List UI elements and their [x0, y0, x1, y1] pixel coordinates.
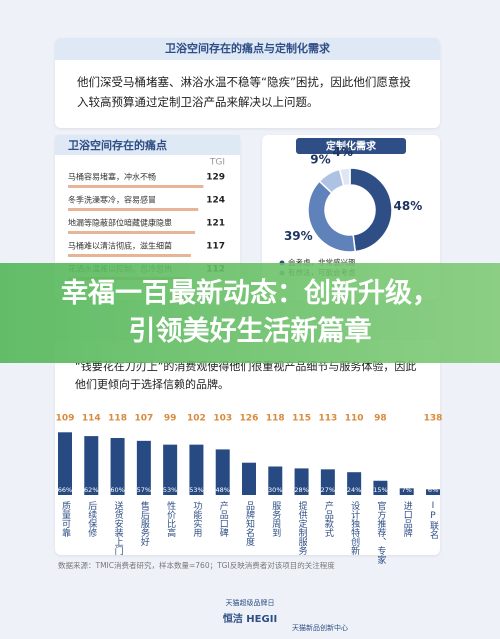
bar-label: 60% — [110, 486, 124, 494]
x-tick-label: 产品口碑 — [218, 500, 229, 538]
logo-1: 天猫超级品牌日 — [225, 599, 275, 607]
bar-label: 57% — [137, 486, 151, 494]
tgi-label: 114 — [82, 414, 101, 424]
logo-2: 恒洁 HEGII — [222, 614, 278, 625]
slice-label: 48% — [394, 199, 423, 213]
panel-title: 定制化需求 — [326, 140, 377, 153]
slice-label: 9% — [310, 153, 330, 167]
bar — [215, 449, 230, 495]
logo-3: 天猫新品创新中心 — [292, 624, 348, 632]
header-title: 卫浴空间存在的痛点与定制化需求 — [55, 38, 440, 60]
row-label: 马桶难以清洁彻底，滋生细菌 — [68, 241, 172, 251]
bar — [110, 438, 125, 495]
banner: 幸福一百最新动态：创新升级，引领美好生活新篇章 — [0, 263, 500, 363]
x-tick-label: 质量可靠 — [60, 500, 71, 538]
bar-label: 28% — [294, 486, 308, 494]
bar-label: 15% — [373, 486, 387, 494]
value-header: TGI — [209, 158, 225, 168]
bar-label: 24% — [347, 486, 361, 494]
slice-label: 39% — [284, 229, 313, 243]
tgi-label: 98 — [374, 414, 387, 424]
bar — [68, 185, 204, 188]
tgi-label: 99 — [164, 414, 177, 424]
bar-label: 30% — [268, 486, 282, 494]
tgi-label: 103 — [213, 414, 232, 424]
bar-label: 6% — [428, 486, 438, 494]
bar — [399, 488, 414, 495]
bar — [268, 466, 283, 495]
bar — [68, 231, 196, 234]
donut-slice — [349, 167, 393, 253]
row-value: 121 — [206, 219, 225, 229]
x-tick-label: 提供定制服务 — [297, 501, 308, 556]
row-value: 124 — [206, 196, 225, 206]
banner-text: 幸福一百最新动态：创新升级，引领美好生活新篇章 — [61, 278, 439, 347]
bar-label: 48% — [215, 486, 229, 494]
x-tick-label: 售后服务好 — [139, 500, 150, 547]
header-card: 卫浴空间存在的痛点与定制化需求 他们深受马桶堵塞、淋浴水温不稳等“隐疾”困扰，因… — [55, 38, 440, 128]
bar — [68, 208, 199, 211]
row-label: 马桶容易堵塞，冲水不畅 — [68, 172, 156, 182]
tgi-label: 138 — [424, 414, 443, 424]
tgi-label: 107 — [134, 414, 153, 424]
x-tick-label: 设计独特创新 — [349, 501, 360, 556]
x-tick-label: 送货安装上门 — [113, 500, 124, 556]
bar — [84, 436, 99, 495]
bar-label: 53% — [163, 486, 177, 494]
bar — [242, 462, 256, 495]
x-tick-label: 品牌知名度 — [244, 501, 255, 547]
x-tick-label: 性价比高 — [165, 500, 176, 538]
panel-title-band — [55, 135, 240, 155]
x-tick-label: 后续保修 — [86, 501, 97, 538]
tgi-label: 110 — [345, 414, 364, 424]
note-text: “钱要花在刀刃上”的消费观使得他们很重视产品细节与服务体验，因此他们更倾向于选择… — [75, 360, 417, 391]
bar — [136, 440, 151, 495]
bar — [347, 472, 362, 495]
row-value: 117 — [206, 242, 225, 252]
bar-label: 53% — [189, 486, 203, 494]
bar-label: 7% — [402, 486, 412, 494]
bar — [58, 432, 72, 495]
tgi-label: 118 — [266, 414, 285, 424]
donut-slice — [338, 167, 351, 187]
bar — [426, 489, 440, 495]
panel-title-pill — [296, 138, 406, 154]
tgi-label: 126 — [240, 414, 259, 424]
row-value: 129 — [206, 173, 225, 183]
tgi-label: 115 — [292, 414, 311, 424]
x-tick-label: 服务周到 — [270, 501, 281, 537]
header-text: 他们深受马桶堵塞、淋浴水温不稳等“隐疾”困扰，因此他们愿意投入较高预算通过定制卫… — [77, 75, 411, 109]
x-tick-label: 产品款式 — [323, 500, 334, 537]
tgi-label: 113 — [318, 414, 337, 424]
bar-label: 62% — [84, 486, 98, 494]
x-tick-label: 进口品牌 — [402, 501, 413, 538]
row-label: 地漏等隐蔽部位暗藏健康隐患 — [68, 218, 172, 228]
legend-label: 会考虑，非常感兴趣 — [288, 257, 356, 267]
donut-slice — [307, 180, 357, 253]
row-label: 冬季洗澡寒冷，容易感冒 — [68, 195, 156, 205]
slice-label: 4% — [333, 145, 353, 159]
bar — [189, 444, 204, 495]
bar — [163, 444, 178, 495]
bar — [68, 254, 191, 257]
bar — [320, 469, 335, 495]
x-tick-label: 功能实用 — [191, 501, 202, 538]
bar-label: 27% — [321, 486, 335, 494]
bar — [294, 468, 309, 495]
source: 数据来源：TMIC消费者研究，样本数量=760；TGI反映消费者对该项目的关注程… — [58, 561, 335, 570]
tgi-label: 102 — [187, 414, 206, 424]
tgi-label: 118 — [108, 414, 127, 424]
x-tick-label: 官方推荐、专家 — [375, 500, 386, 564]
bar-label: 66% — [58, 486, 72, 494]
tgi-label: 109 — [56, 414, 75, 424]
panel-title: 卫浴空间存在的痛点 — [68, 138, 167, 152]
x-tick-label: IP联名 — [428, 501, 439, 540]
bar — [373, 480, 388, 495]
